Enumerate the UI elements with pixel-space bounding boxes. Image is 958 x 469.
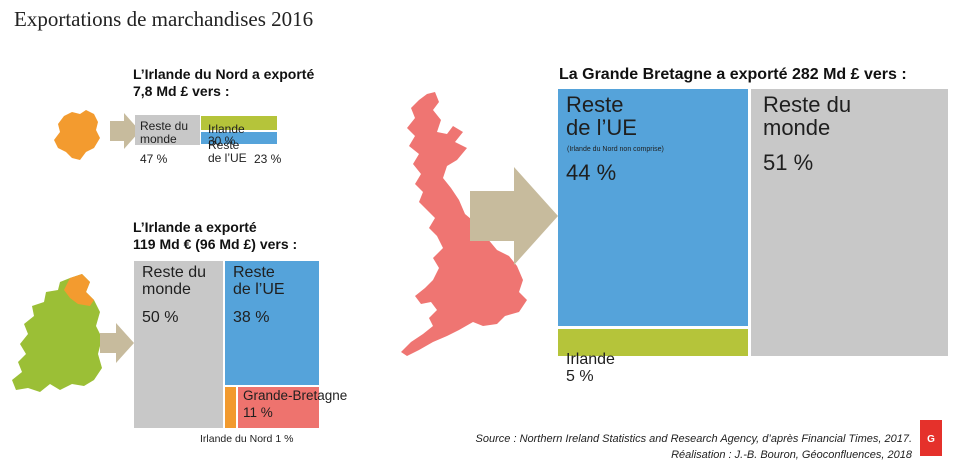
ie-label-gb: Grande-Bretagne bbox=[243, 388, 348, 403]
northern-ireland-map bbox=[54, 110, 100, 160]
ie-label-rest-world: Reste du monde bbox=[142, 264, 207, 298]
gb-block-rest-world bbox=[751, 89, 948, 356]
geoconfluences-logo: G bbox=[918, 420, 944, 456]
main-title: Exportations de marchandises 2016 bbox=[14, 7, 314, 31]
ie-pct-gb: 11 % bbox=[243, 405, 273, 420]
ie-panel-title: L’Irlande a exporté 119 Md € (96 Md £) v… bbox=[133, 219, 298, 252]
gb-pct-rest-eu: 44 % bbox=[566, 160, 617, 185]
ni-on-ireland-map bbox=[64, 274, 94, 306]
ireland-map-shape bbox=[12, 274, 102, 392]
gb-label-rest-world: Reste du monde bbox=[763, 92, 852, 141]
source-note: Source : Northern Ireland Statistics and… bbox=[476, 431, 912, 463]
ie-block-gb bbox=[238, 387, 319, 428]
svg-text:G: G bbox=[927, 434, 935, 445]
ni-block-rest-eu bbox=[201, 132, 277, 144]
ireland-map bbox=[12, 274, 102, 392]
ie-block-ni bbox=[225, 387, 236, 428]
ie-pct-ni: 1 % bbox=[275, 433, 294, 445]
ni-block-ireland bbox=[201, 116, 277, 130]
gb-sublabel-rest-eu: (Irlande du Nord non comprise) bbox=[567, 146, 664, 153]
ni-pct-rest-eu: 23 % bbox=[254, 152, 282, 166]
gb-block-ireland bbox=[558, 329, 748, 356]
gb-panel-title: La Grande Bretagne a exporté 282 Md £ ve… bbox=[559, 66, 907, 83]
source-line: Source : Northern Ireland Statistics and… bbox=[475, 433, 912, 445]
ie-block-rest-eu bbox=[225, 261, 319, 385]
ni-block-rest-world bbox=[135, 115, 200, 145]
great-britain-map-shape bbox=[401, 92, 527, 356]
ie-label-ni: Irlande du Nord 1 % bbox=[200, 433, 293, 445]
ie-label-rest-eu: Reste de l’UE bbox=[233, 264, 285, 298]
ni-label-ireland-name: Irlande bbox=[208, 121, 245, 136]
gb-pct-rest-world: 51 % bbox=[763, 150, 814, 175]
arrow-icon bbox=[110, 113, 140, 149]
ie-pct-rest-eu: 38 % bbox=[233, 309, 270, 326]
ni-arrow bbox=[110, 113, 140, 149]
ni-label-ireland: Irlande 30 % bbox=[208, 110, 245, 148]
northern-ireland-map-shape bbox=[54, 110, 100, 160]
great-britain-map bbox=[401, 92, 527, 356]
ni-pct-rest-world: 47 % bbox=[140, 152, 168, 166]
ni-label-rest-world: Reste du monde bbox=[140, 119, 189, 146]
ni-panel-title: L’Irlande du Nord a exporté 7,8 Md £ ver… bbox=[133, 66, 315, 99]
ni-label-rest-eu: Reste de l’UE bbox=[208, 138, 247, 165]
arrow-icon bbox=[100, 323, 134, 363]
credit-line: Réalisation : J.-B. Bouron, Géoconfluenc… bbox=[671, 449, 912, 461]
ie-arrow bbox=[100, 323, 134, 363]
arrow-icon bbox=[470, 167, 558, 265]
gb-label-ireland: Irlande 5 % bbox=[566, 335, 615, 385]
ie-block-rest-world bbox=[134, 261, 223, 428]
ie-pct-rest-world: 50 % bbox=[142, 309, 179, 326]
ni-pct-ireland: 30 % bbox=[208, 134, 236, 149]
gb-label-ireland-name: Irlande bbox=[566, 350, 615, 368]
gb-pct-ireland: 5 % bbox=[566, 367, 594, 385]
gb-arrow bbox=[470, 167, 558, 265]
ie-label-ni-name: Irlande du Nord bbox=[200, 433, 273, 445]
gb-block-rest-eu bbox=[558, 89, 748, 326]
gb-label-rest-eu: Reste de l’UE bbox=[566, 92, 637, 141]
